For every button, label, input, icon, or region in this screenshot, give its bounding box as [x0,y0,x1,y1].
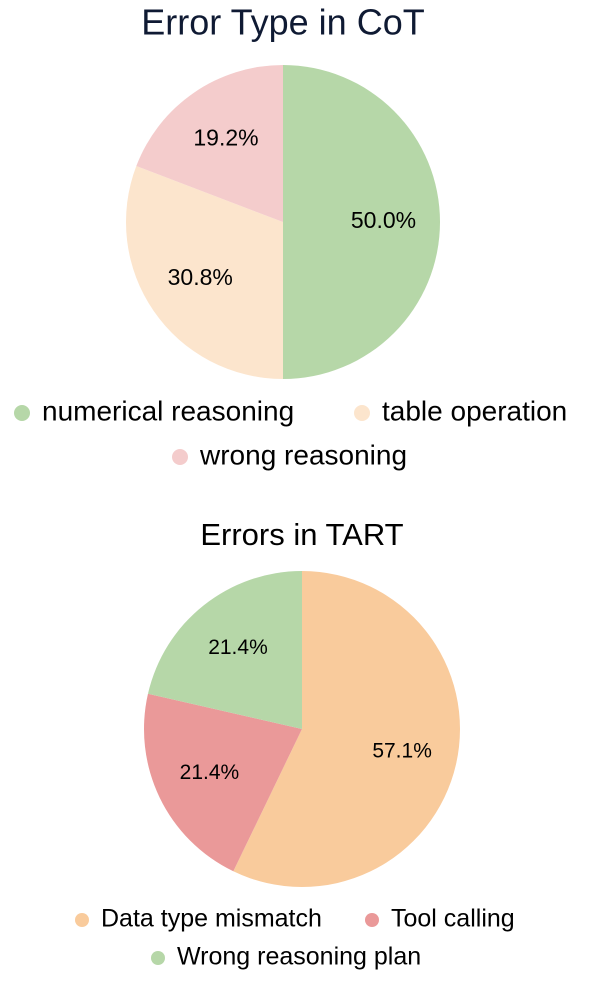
legend-marker [75,913,89,927]
slice-label: 21.4% [208,636,268,659]
legend-marker [354,405,370,421]
legend-marker [14,405,30,421]
legend-label: table operation [382,395,567,426]
slice-label: 30.8% [168,264,233,290]
slice-label: 21.4% [180,761,240,784]
legend-label: Tool calling [391,905,515,933]
pie-slice [136,65,283,222]
pie-slice [233,571,460,887]
legend-marker [365,913,379,927]
slice-label: 19.2% [193,124,258,150]
slice-label: 50.0% [351,207,416,233]
legend-label: numerical reasoning [42,395,294,426]
pie-slice [147,571,302,729]
legend-label: wrong reasoning [199,439,407,470]
chart-title: Errors in TART [200,517,403,552]
legend-label: Data type mismatch [101,905,322,933]
pie-slice [143,693,302,872]
pie-slice [126,166,283,379]
legend-marker [151,951,165,965]
slice-label: 57.1% [372,739,432,762]
legend-label: Wrong reasoning plan [177,943,421,971]
pie-slice [283,65,440,379]
chart-title: Error Type in CoT [141,2,424,43]
legend-marker [172,449,188,465]
